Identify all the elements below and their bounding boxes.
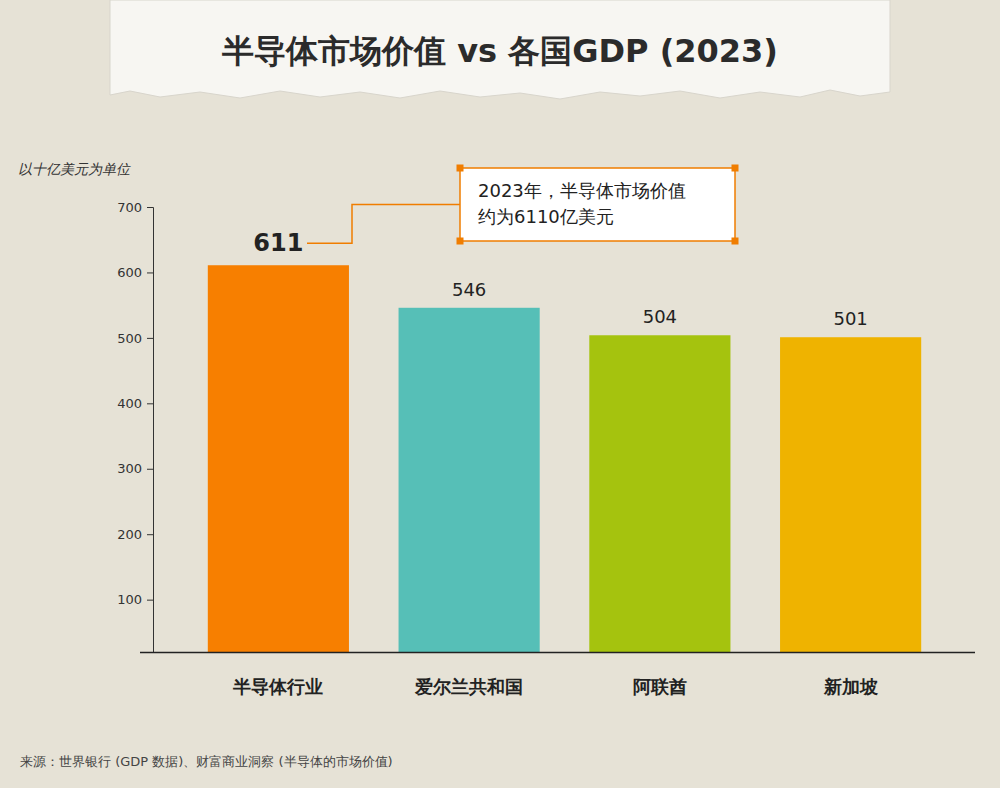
y-tick-mark	[147, 207, 153, 208]
x-tick: 新加坡	[823, 676, 878, 697]
x-tick: 爱尔兰共和国	[414, 676, 523, 697]
x-tick-label: 阿联酋	[633, 676, 687, 697]
annotation-corner	[457, 165, 464, 172]
x-tick-label: 爱尔兰共和国	[414, 676, 523, 697]
y-tick-label: 700	[117, 200, 142, 215]
x-tick-label: 半导体行业	[232, 676, 323, 697]
y-axis-title: 以十亿美元为单位	[18, 161, 131, 177]
x-axis: 半导体行业 爱尔兰共和国 阿联酋 新加坡	[140, 653, 975, 697]
y-tick-label: 600	[117, 265, 142, 280]
y-tick-mark	[147, 272, 153, 273]
y-tick: 600	[117, 265, 153, 280]
data-label: 611	[253, 229, 303, 257]
annotation-text: 2023年，半导体市场价值	[478, 180, 686, 201]
annotation-corner	[732, 165, 739, 172]
data-label: 501	[833, 308, 867, 329]
bar	[399, 308, 540, 652]
annotation-corner	[457, 238, 464, 245]
y-tick-mark	[147, 403, 153, 404]
y-tick-label: 400	[117, 396, 142, 411]
annotation-corner	[732, 238, 739, 245]
bar	[589, 335, 730, 652]
annotation-leader	[307, 205, 460, 244]
y-tick-label: 500	[117, 331, 142, 346]
x-tick: 阿联酋	[633, 676, 687, 697]
annotation-text: 约为6110亿美元	[478, 206, 614, 227]
y-tick-label: 300	[117, 461, 142, 476]
y-tick-mark	[147, 600, 153, 601]
y-tick: 200	[117, 527, 153, 542]
y-tick: 500	[117, 331, 153, 346]
bar	[208, 265, 349, 652]
bars	[208, 265, 921, 652]
annotation-box	[460, 168, 735, 241]
y-tick: 100	[117, 592, 153, 607]
data-label: 504	[643, 306, 677, 327]
bar	[780, 337, 921, 652]
y-tick-mark	[147, 469, 153, 470]
title-paper	[110, 0, 890, 99]
chart: 半导体市场价值 vs 各国GDP (2023) 以十亿美元为单位 100 200 300…	[0, 0, 1000, 788]
y-tick: 300	[117, 461, 153, 476]
source: 来源：世界银行 (GDP 数据)、财富商业洞察 (半导体的市场价值)	[20, 754, 393, 769]
x-tick-label: 新加坡	[823, 676, 878, 697]
y-axis-line	[147, 208, 154, 653]
y-tick: 700	[117, 200, 153, 215]
y-tick-label: 100	[117, 592, 142, 607]
x-axis-line	[140, 652, 975, 654]
x-tick: 半导体行业	[232, 676, 323, 697]
title: 半导体市场价值 vs 各国GDP (2023)	[221, 32, 778, 70]
y-axis: 100 200 300 400 500 600 700	[117, 200, 153, 653]
y-tick: 400	[117, 396, 153, 411]
data-label: 546	[452, 279, 486, 300]
y-tick-label: 200	[117, 527, 142, 542]
y-tick-mark	[147, 338, 153, 339]
y-tick-mark	[147, 534, 153, 535]
background	[0, 0, 1000, 788]
